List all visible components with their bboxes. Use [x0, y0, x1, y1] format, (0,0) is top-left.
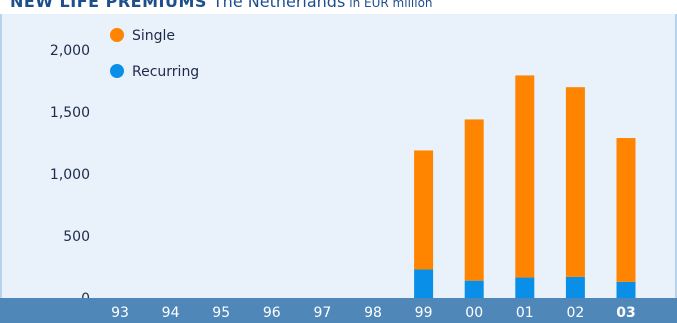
- chart-subtitle: The Netherlands: [212, 0, 346, 11]
- legend: Single Recurring: [110, 28, 199, 80]
- legend-marker-recurring: [110, 64, 124, 78]
- chart-title-bar: NEW LIFE PREMIUMS The Netherlands in EUR m…: [0, 0, 677, 14]
- bar-single-99: [414, 150, 434, 270]
- x-tick-label: 99: [415, 305, 433, 321]
- legend-label-single: Single: [132, 28, 175, 44]
- x-tick-label: 03: [616, 305, 635, 321]
- x-tick-label: 93: [111, 305, 129, 321]
- y-tick-label: 500: [63, 229, 90, 245]
- bar-single-02: [565, 87, 585, 277]
- bar-recurring-01: [515, 277, 535, 298]
- bar-recurring-99: [414, 269, 434, 298]
- plot-border-left: [0, 14, 2, 323]
- x-axis: 93 94 95 96 97 98 99 00 01 02 03: [111, 305, 636, 321]
- x-tick-label: 96: [263, 305, 281, 321]
- bars: [414, 75, 636, 298]
- y-tick-label: 2,000: [50, 43, 90, 59]
- bar-single-01: [515, 75, 535, 278]
- bar-recurring-02: [565, 276, 585, 298]
- x-axis-band: [0, 298, 677, 323]
- x-tick-label: 02: [566, 305, 584, 321]
- chart-title: NEW LIFE PREMIUMS: [10, 0, 207, 11]
- bar-recurring-00: [464, 280, 484, 298]
- x-tick-label: 95: [212, 305, 230, 321]
- x-tick-label: 97: [313, 305, 331, 321]
- x-tick-label: 94: [162, 305, 180, 321]
- x-tick-label: 98: [364, 305, 382, 321]
- x-tick-label: 01: [516, 305, 534, 321]
- legend-marker-single: [110, 28, 124, 42]
- bar-single-03: [616, 138, 636, 282]
- legend-label-recurring: Recurring: [132, 64, 199, 80]
- y-tick-label: 1,500: [50, 105, 90, 121]
- bar-single-00: [464, 119, 484, 281]
- bar-recurring-03: [616, 281, 636, 298]
- plot-border-right: [675, 14, 677, 323]
- chart-unit: in EUR million: [349, 0, 433, 10]
- y-tick-label: 1,000: [50, 167, 90, 183]
- x-tick-label: 00: [465, 305, 483, 321]
